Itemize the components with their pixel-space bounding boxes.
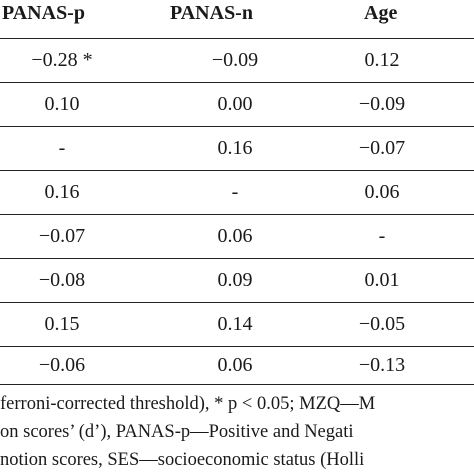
- cell-panas-n: 0.09: [217, 269, 253, 291]
- header-age: Age: [364, 2, 398, 24]
- cell-age: −0.05: [358, 313, 406, 335]
- cell-panas-p: −0.08: [38, 269, 86, 291]
- table-row: 0.15 0.14 −0.05: [0, 302, 474, 347]
- cell-panas-n: -: [231, 181, 239, 203]
- table-row: −0.07 0.06 -: [0, 214, 474, 259]
- cell-panas-p: 0.10: [44, 93, 80, 115]
- cell-age: -: [378, 225, 386, 247]
- table-footnote: ferroni-corrected threshold), * p < 0.05…: [0, 384, 474, 474]
- cell-panas-p: −0.28 *: [31, 49, 93, 71]
- cell-panas-n: 0.00: [217, 93, 253, 115]
- table-row: 0.10 0.00 −0.09: [0, 82, 474, 127]
- cell-age: 0.06: [364, 181, 400, 203]
- cell-panas-p: 0.15: [44, 313, 80, 335]
- cell-age: −0.07: [358, 137, 406, 159]
- cell-age: 0.12: [364, 49, 400, 71]
- cell-panas-n: 0.06: [217, 225, 253, 247]
- cell-panas-n: 0.14: [217, 313, 253, 335]
- cell-panas-p: −0.06: [38, 354, 86, 376]
- table-row: −0.08 0.09 0.01: [0, 258, 474, 303]
- table-row: - 0.16 −0.07: [0, 126, 474, 171]
- cell-panas-n: −0.09: [211, 49, 259, 71]
- cell-age: −0.09: [358, 93, 406, 115]
- header-panas-p: PANAS-p: [2, 2, 85, 24]
- cell-panas-n: 0.06: [217, 354, 253, 376]
- cell-panas-n: 0.16: [217, 137, 253, 159]
- cell-age: −0.13: [358, 354, 406, 376]
- table-row: 0.16 - 0.06: [0, 170, 474, 215]
- cell-panas-p: 0.16: [44, 181, 80, 203]
- header-panas-n: PANAS-n: [170, 2, 253, 24]
- table-row: −0.28 * −0.09 0.12: [0, 38, 474, 83]
- cell-panas-p: −0.07: [38, 225, 86, 247]
- table-header-row: PANAS-p PANAS-n Age: [0, 0, 474, 39]
- cell-age: 0.01: [364, 269, 400, 291]
- footnote-line: notion scores, SES—socioeconomic status …: [0, 450, 365, 470]
- table-row: −0.06 0.06 −0.13: [0, 346, 474, 385]
- footnote-line: ferroni-corrected threshold), * p < 0.05…: [0, 394, 376, 414]
- cell-panas-p: -: [58, 137, 66, 159]
- footnote-line: on scores’ (d’), PANAS-p—Positive and Ne…: [0, 422, 354, 442]
